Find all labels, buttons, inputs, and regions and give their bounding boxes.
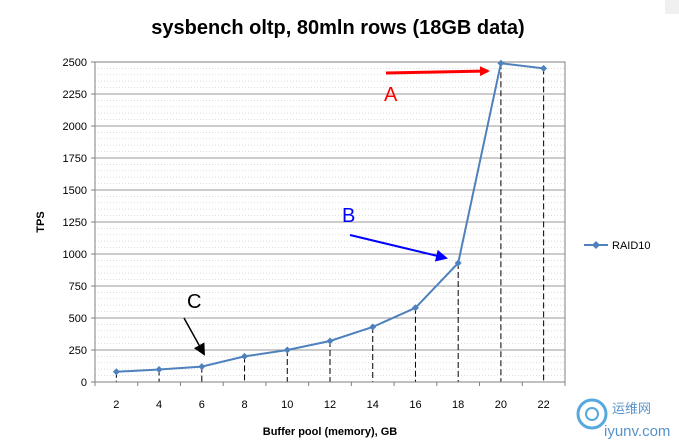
y-tick-label: 750: [69, 281, 87, 293]
annotation-a: A: [384, 66, 490, 106]
data-point: [540, 64, 548, 72]
annotation-a-label: A: [384, 84, 398, 106]
x-tick-label: 6: [199, 399, 205, 411]
data-point: [198, 363, 206, 371]
watermark-cn: 运维网: [612, 402, 651, 417]
x-tick-label: 18: [452, 399, 464, 411]
data-point: [283, 346, 291, 354]
x-tick-label: 12: [324, 399, 336, 411]
x-tick-label: 14: [367, 399, 379, 411]
legend: RAID10: [584, 240, 651, 252]
x-tick-label: 2: [113, 399, 119, 411]
annotation-b-label: B: [342, 205, 355, 227]
series-line-raid10: [116, 62, 544, 373]
legend-label: RAID10: [612, 240, 651, 252]
x-tick-label: 16: [409, 399, 421, 411]
y-axis-label: TPS: [35, 211, 47, 232]
series-raid10: [112, 59, 548, 376]
y-tick-label: 1250: [63, 217, 87, 229]
y-tick-labels: 0 250 500 750 1000 1250 1500 1750 2000 2250 2500: [63, 57, 95, 389]
data-point: [497, 59, 505, 67]
x-axis-label: Buffer pool (memory), GB: [263, 426, 398, 438]
y-tick-label: 1500: [63, 185, 87, 197]
legend-marker: [592, 241, 600, 249]
x-tick-label: 8: [241, 399, 247, 411]
watermark-logo-icon: [576, 398, 608, 430]
y-tick-label: 500: [69, 313, 87, 325]
chart-title: sysbench oltp, 80mln rows (18GB data): [151, 17, 524, 39]
grid-lines: [95, 68, 565, 376]
x-tick-label: 10: [281, 399, 293, 411]
annotation-c-label: C: [187, 291, 201, 313]
x-tick-labels: 2 4 6 8 10 12 14 16 18 20 22: [94, 382, 566, 411]
annotation-c: C: [183, 291, 205, 356]
data-point: [411, 304, 419, 312]
annotation-a-arrow: [385, 66, 490, 77]
y-tick-label: 2250: [63, 89, 87, 101]
watermark-logo-inner-icon: [585, 407, 599, 421]
y-tick-label: 1000: [63, 249, 87, 261]
corner-tab: [665, 0, 679, 14]
annotation-b-arrow: [349, 234, 448, 262]
annotation-c-arrow: [183, 317, 205, 356]
y-tick-label: 1750: [63, 153, 87, 165]
data-point: [112, 368, 120, 376]
data-point: [326, 337, 334, 345]
y-tick-label: 250: [69, 345, 87, 357]
watermark-url: iyunv.com: [604, 423, 670, 440]
y-tick-label: 0: [81, 377, 87, 389]
y-tick-label: 2000: [63, 121, 87, 133]
data-point: [241, 352, 249, 360]
x-tick-label: 4: [156, 399, 162, 411]
y-tick-label: 2500: [63, 57, 87, 69]
data-point: [155, 365, 163, 373]
data-point: [454, 259, 462, 267]
watermark: 运维网 iyunv.com: [576, 398, 670, 440]
data-point: [369, 323, 377, 331]
annotation-b: B: [342, 205, 448, 262]
drop-lines: [115, 63, 545, 382]
x-tick-label: 22: [538, 399, 550, 411]
x-tick-label: 20: [495, 399, 507, 411]
